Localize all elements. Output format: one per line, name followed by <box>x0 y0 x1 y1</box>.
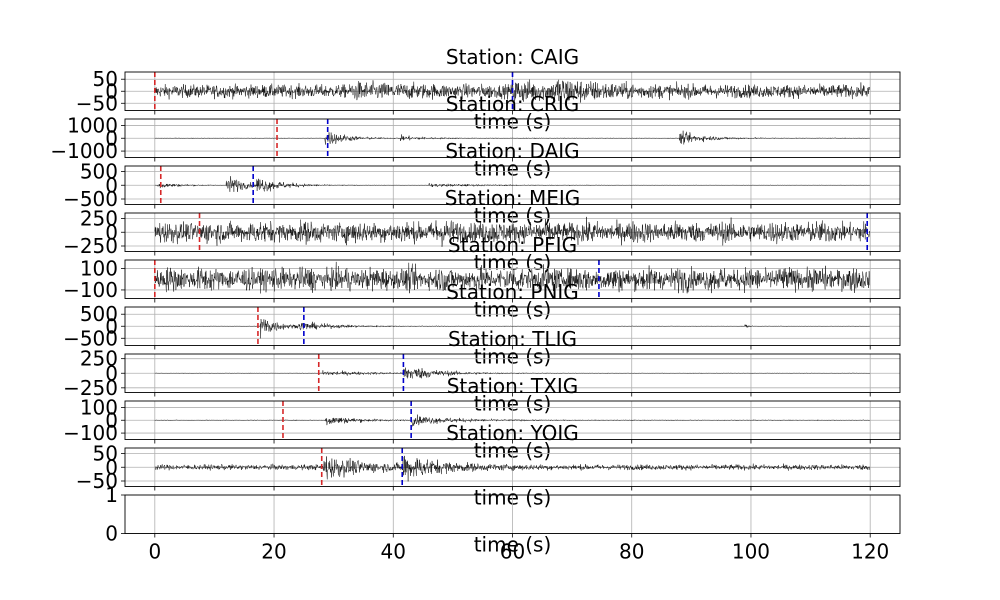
y-tick-label: 50 <box>93 442 118 466</box>
panel-3 <box>125 166 900 205</box>
panel-1 <box>125 72 900 111</box>
panel-4 <box>125 213 900 252</box>
y-tick-label: 0 <box>105 361 118 385</box>
y-tick-label: 0 <box>105 522 118 546</box>
panel-title: Station: YOIG <box>446 421 578 445</box>
panel-frame-1 <box>121 71 901 115</box>
frames-layer <box>121 71 901 538</box>
waveform-trace <box>154 455 870 482</box>
y-tick-label: −500 <box>63 187 118 211</box>
panel-7 <box>125 354 900 393</box>
panel-title: Station: PNIG <box>446 280 579 304</box>
y-tick-label: 0 <box>105 126 118 150</box>
x-axis-label: time (s) <box>474 533 552 557</box>
x-tick-label: 100 <box>732 540 770 564</box>
panel-9 <box>125 448 900 487</box>
y-tick-label: −50 <box>76 91 118 115</box>
y-tick-label: −250 <box>63 376 118 400</box>
panel-labels-10: 1 0 time (s) <box>105 483 551 557</box>
traces-layer: time (s)time (s)time (s)time (s)time (s)… <box>125 72 900 534</box>
y-tick-label: −50 <box>76 469 118 493</box>
x-tick-label: 40 <box>381 540 406 564</box>
panel-frame-6 <box>121 306 901 350</box>
waveform-trace <box>154 319 870 339</box>
y-tick-label: 500 <box>80 302 118 326</box>
y-tick-label: −100 <box>63 278 118 302</box>
y-tick-label: 100 <box>80 257 118 281</box>
x-tick-label: 80 <box>619 540 644 564</box>
panel-labels-9: 500−50 Station: YOIG <box>76 421 579 493</box>
waveform-trace <box>154 216 871 247</box>
panel-10 <box>125 494 900 534</box>
x-tick-label: 0 <box>148 540 161 564</box>
x-tick-label: 20 <box>261 540 286 564</box>
panel-labels-5: 100−100 Station: PFIG <box>63 233 577 302</box>
panel-8 <box>125 401 900 440</box>
panel-labels-1: 500−50 Station: CAIG <box>76 45 579 115</box>
panel-title: Station: CAIG <box>446 45 579 69</box>
panel-frame-4 <box>121 212 901 256</box>
panel-frame-9 <box>121 447 901 491</box>
panel-5 <box>125 260 900 299</box>
x-tick-label: 120 <box>851 540 889 564</box>
panel-title: Station: TXIG <box>447 374 579 398</box>
panel-2 <box>125 119 900 158</box>
y-tick-label: 0 <box>105 220 118 244</box>
x-tick-label: 60 <box>500 540 525 564</box>
y-tick-label: 0 <box>105 408 118 432</box>
y-tick-label: 0 <box>105 79 118 103</box>
y-tick-label: −1000 <box>50 139 118 163</box>
panel-labels-8: 1000−100 Station: TXIG <box>63 374 578 445</box>
y-tick-label: 1000 <box>67 113 118 137</box>
y-tick-label: −500 <box>63 326 118 350</box>
panel-title: Station: TLIG <box>448 327 577 351</box>
panel-frame-10 <box>121 494 901 538</box>
panel-frame-2 <box>121 118 901 162</box>
y-tick-label: 0 <box>105 455 118 479</box>
waveform-trace <box>154 261 871 294</box>
waveform-trace <box>154 367 870 379</box>
y-tick-label: 1 <box>105 483 118 507</box>
panel-frame-3 <box>121 165 901 209</box>
y-tick-label: −100 <box>63 421 118 445</box>
panel-6 <box>125 307 900 346</box>
panel-title: Station: MEIG <box>445 186 581 210</box>
y-tick-label: 50 <box>93 67 118 91</box>
y-tick-label: 0 <box>105 314 118 338</box>
panel-frame-7 <box>121 353 901 397</box>
panel-title: Station: DAIG <box>445 139 579 163</box>
y-tick-label: 250 <box>80 207 118 231</box>
waveform-trace <box>154 414 870 427</box>
waveform-trace <box>154 130 870 145</box>
y-tick-label: 500 <box>80 160 118 184</box>
y-tick-label: 0 <box>105 173 118 197</box>
y-tick-label: 250 <box>80 347 118 371</box>
panel-title: Station: PFIG <box>448 233 577 257</box>
panel-frame-8 <box>121 400 901 444</box>
y-tick-label: −250 <box>63 234 118 258</box>
panel-frame-5 <box>121 259 901 303</box>
y-tick-label: 100 <box>80 395 118 419</box>
panel-title: Station: CRIG <box>446 92 579 116</box>
waveform-trace <box>154 176 870 192</box>
